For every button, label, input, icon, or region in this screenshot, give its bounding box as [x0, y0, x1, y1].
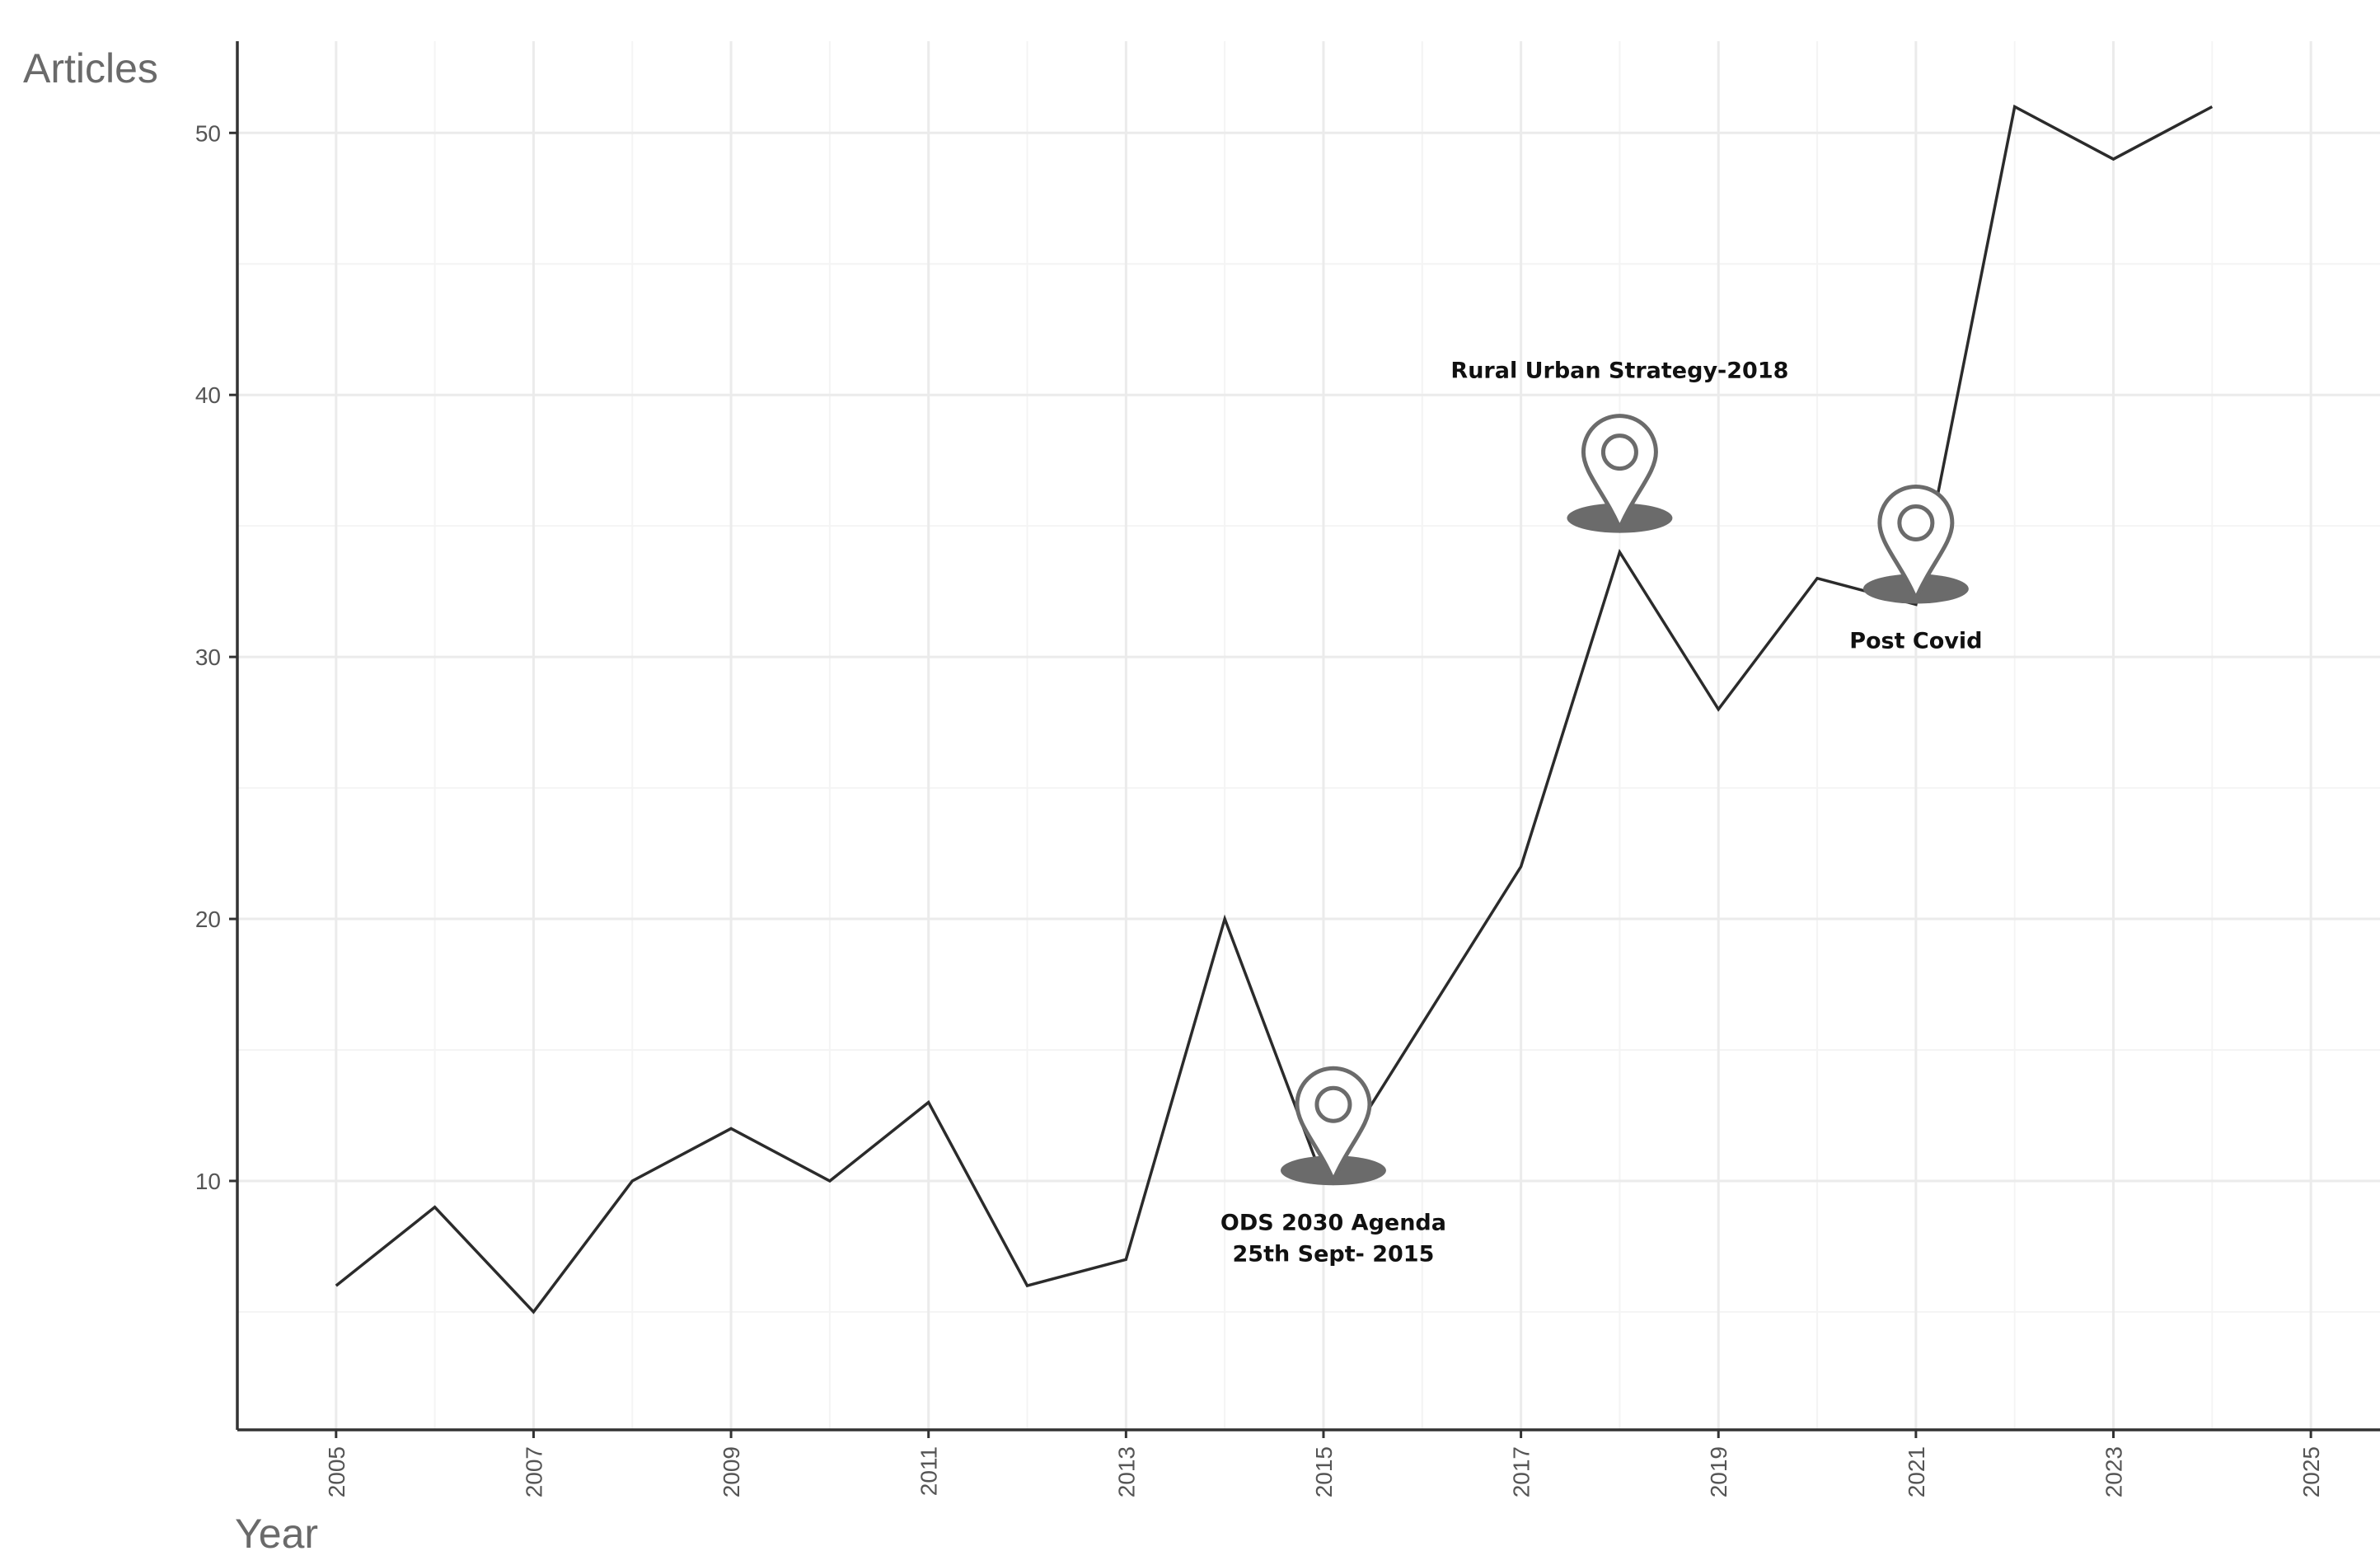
x-tick-label: 2021 [1904, 1446, 1929, 1497]
y-tick-label: 40 [195, 382, 221, 408]
x-tick-label: 2023 [2101, 1446, 2126, 1497]
location-pin-icon [1877, 484, 1955, 604]
x-tick-label: 2019 [1706, 1446, 1731, 1497]
x-tick-label: 2017 [1509, 1446, 1534, 1497]
y-tick-label: 30 [195, 644, 221, 670]
x-tick-label: 2005 [324, 1446, 349, 1497]
x-axis-title: Year [235, 1511, 318, 1557]
x-tick-label: 2015 [1311, 1446, 1337, 1497]
y-axis-title: Articles [23, 45, 158, 91]
grid [237, 41, 2380, 1430]
annotations: ODS 2030 Agenda 25th Sept- 2015 Rural Urba… [1220, 358, 1983, 1267]
x-tick-label: 2009 [719, 1446, 744, 1497]
pin-ring-icon [1897, 504, 1935, 541]
annotation: ODS 2030 Agenda 25th Sept- 2015 [1220, 1066, 1446, 1267]
annotation-label: Rural Urban Strategy-2018 [1450, 358, 1788, 384]
y-tick-label: 10 [195, 1169, 221, 1194]
x-tick-label: 2025 [2298, 1446, 2324, 1497]
series [335, 104, 2214, 1314]
pin-ring-icon [1600, 433, 1638, 471]
annotation: Rural Urban Strategy-2018 [1450, 358, 1788, 533]
location-pin-icon [1581, 414, 1658, 533]
annotation-label: 25th Sept- 2015 [1233, 1241, 1435, 1267]
x-tick-label: 2007 [521, 1446, 546, 1497]
location-pin-icon [1295, 1066, 1372, 1186]
y-tick-label: 20 [195, 907, 221, 932]
annotation: Post Covid [1849, 484, 1982, 654]
annotation-label: Post Covid [1849, 628, 1982, 654]
pin-ring-icon [1314, 1085, 1352, 1123]
y-tick-label: 50 [195, 120, 221, 146]
annotation-label: ODS 2030 Agenda [1220, 1210, 1446, 1235]
axes: 10 20 30 40 50 2005 2007 2009 2011 2013 2015 2017 20… [195, 41, 2380, 1497]
series-line [335, 104, 2214, 1314]
x-tick-label: 2013 [1113, 1446, 1139, 1497]
x-tick-label: 2011 [916, 1446, 942, 1496]
